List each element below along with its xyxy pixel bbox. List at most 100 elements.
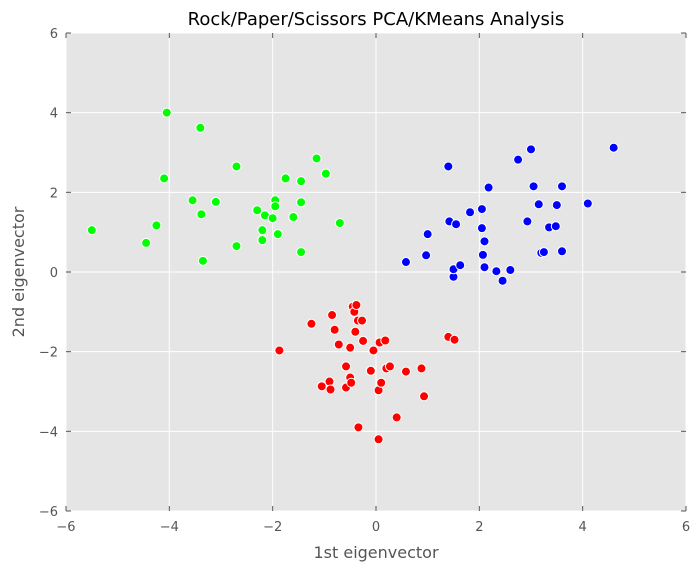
data-point xyxy=(443,161,454,172)
data-point xyxy=(491,266,502,277)
data-point xyxy=(479,236,490,247)
data-point xyxy=(449,334,460,345)
data-point xyxy=(311,153,322,164)
x-tick-label: 2 xyxy=(475,520,483,535)
data-point xyxy=(477,249,488,260)
chart-title: Rock/Paper/Scissors PCA/KMeans Analysis xyxy=(188,9,565,30)
data-point xyxy=(296,176,307,187)
y-tick-label: −6 xyxy=(39,505,58,520)
series-0 xyxy=(86,107,345,266)
x-axis-label: 1st eigenvector xyxy=(313,543,438,562)
data-point xyxy=(316,381,327,392)
y-tick-label: 6 xyxy=(50,27,58,42)
data-point xyxy=(141,237,152,248)
axis-ticks: −6 −4 −2 0 2 4 6 −6 −4 −2 0 2 4 6 xyxy=(39,27,690,535)
data-point xyxy=(476,204,487,215)
data-point xyxy=(380,335,391,346)
data-point xyxy=(357,315,368,326)
data-point xyxy=(274,345,285,356)
data-point xyxy=(505,265,516,276)
data-point xyxy=(465,207,476,218)
data-point xyxy=(159,173,170,184)
data-point xyxy=(416,363,427,374)
data-point xyxy=(513,154,524,165)
data-point xyxy=(267,213,278,224)
data-point xyxy=(538,247,549,258)
y-tick-label: −2 xyxy=(39,346,58,361)
data-point xyxy=(497,275,508,286)
data-point xyxy=(325,384,336,395)
data-point xyxy=(384,361,395,372)
x-tick-label: −6 xyxy=(56,520,75,535)
data-point xyxy=(400,257,411,268)
data-point xyxy=(196,209,207,220)
data-point xyxy=(351,300,362,311)
x-tick-label: 6 xyxy=(682,520,690,535)
x-tick-label: −2 xyxy=(263,520,282,535)
data-point xyxy=(252,205,263,216)
y-axis-label: 2nd eigenvector xyxy=(9,206,28,337)
data-point xyxy=(455,260,466,271)
data-point xyxy=(231,161,242,172)
data-point xyxy=(296,197,307,208)
y-tick-label: 2 xyxy=(50,186,58,201)
data-point xyxy=(350,326,361,337)
data-point xyxy=(400,366,411,377)
data-point xyxy=(272,229,283,240)
series-2 xyxy=(274,300,460,445)
data-point xyxy=(187,195,198,206)
data-point xyxy=(376,377,387,388)
data-point xyxy=(483,182,494,193)
data-point xyxy=(210,196,221,207)
data-point xyxy=(582,198,593,209)
data-point xyxy=(421,250,432,261)
data-point xyxy=(557,181,567,192)
data-point xyxy=(288,212,299,223)
data-point xyxy=(270,201,281,212)
data-point xyxy=(557,246,567,257)
data-point xyxy=(476,223,487,234)
data-point xyxy=(522,216,533,227)
data-point xyxy=(353,422,364,433)
data-point xyxy=(86,225,97,236)
data-point xyxy=(345,342,356,353)
data-point xyxy=(346,377,357,388)
data-point xyxy=(419,391,430,402)
series-1 xyxy=(400,142,619,286)
data-point xyxy=(608,142,619,153)
x-tick-label: −4 xyxy=(160,520,179,535)
y-tick-label: 4 xyxy=(50,107,58,122)
data-point xyxy=(161,107,172,118)
data-point xyxy=(320,168,331,179)
data-point xyxy=(373,434,384,445)
data-point xyxy=(451,219,462,230)
data-point xyxy=(329,324,340,335)
data-point xyxy=(533,199,544,210)
data-point xyxy=(151,220,162,231)
data-point xyxy=(551,200,562,211)
y-tick-label: −4 xyxy=(39,425,58,440)
data-point xyxy=(528,181,539,192)
data-point xyxy=(257,235,268,246)
data-point xyxy=(231,241,242,252)
data-point xyxy=(257,225,268,236)
data-point xyxy=(391,412,402,423)
data-point xyxy=(358,335,369,346)
data-point xyxy=(197,255,208,266)
y-tick-label: 0 xyxy=(50,266,58,281)
data-point xyxy=(341,361,352,372)
data-point xyxy=(334,218,345,229)
data-point xyxy=(550,221,561,232)
x-tick-label: 0 xyxy=(372,520,380,535)
data-point xyxy=(479,262,490,273)
data-point xyxy=(368,345,379,356)
data-point xyxy=(333,339,344,350)
data-points xyxy=(86,107,619,445)
data-point xyxy=(195,122,206,133)
data-point xyxy=(296,247,307,258)
data-point xyxy=(526,144,536,155)
data-point xyxy=(306,318,317,329)
data-point xyxy=(327,310,338,321)
data-point xyxy=(365,365,376,376)
